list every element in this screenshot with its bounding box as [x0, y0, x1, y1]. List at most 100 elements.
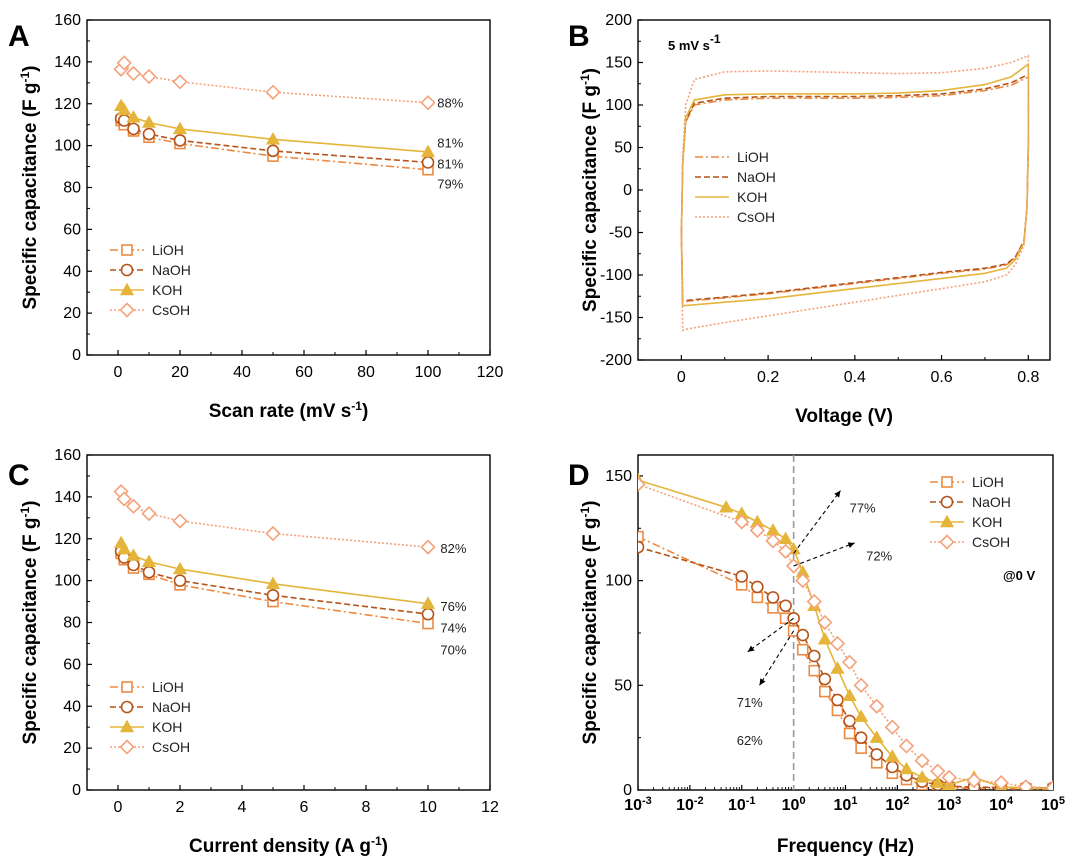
annotation-arrow — [747, 617, 794, 653]
legend-label-lioh: LiOH — [737, 149, 769, 165]
y-tick-label: 140 — [54, 489, 81, 506]
retention-label: 72% — [866, 549, 892, 564]
y-tick-label: 20 — [63, 740, 81, 757]
annotation-arrow — [793, 542, 855, 567]
x-tick-label: 4 — [238, 799, 247, 816]
data-point-csoh — [265, 525, 281, 542]
x-tick-label: 10-1 — [728, 795, 756, 814]
y-tick-label: 160 — [54, 12, 81, 29]
data-point-csoh — [795, 572, 811, 589]
data-point-csoh — [420, 95, 436, 111]
data-point-csoh — [141, 68, 157, 85]
x-tick-label: 6 — [300, 799, 309, 816]
data-point-naoh — [870, 748, 884, 761]
data-point-naoh — [266, 144, 280, 158]
data-point-koh — [869, 730, 884, 743]
y-tick-label: 0 — [623, 782, 632, 799]
legend-marker-lioh — [941, 476, 953, 488]
data-point-naoh — [142, 565, 156, 579]
data-point-koh — [265, 132, 281, 145]
arrow-head — [759, 678, 766, 686]
retention-label: 82% — [440, 541, 466, 556]
data-point-lioh — [638, 530, 644, 543]
y-tick-label: 0 — [72, 782, 81, 799]
data-point-csoh — [829, 635, 846, 652]
data-point-naoh — [831, 693, 844, 707]
y-tick-label: 100 — [54, 138, 81, 155]
legend-label-koh: KOH — [737, 189, 767, 205]
x-axis-title: Frequency (Hz) — [777, 836, 914, 857]
data-point-lioh — [819, 685, 831, 698]
data-point-csoh — [869, 698, 885, 714]
data-point-csoh — [941, 769, 957, 786]
data-point-csoh — [914, 753, 930, 769]
y-tick-label: 50 — [614, 140, 632, 157]
legend-label-naoh: NaOH — [972, 494, 1011, 510]
x-tick-label: 10-2 — [676, 795, 704, 814]
data-point-koh — [842, 688, 857, 701]
data-point-lioh — [831, 704, 844, 717]
data-point-csoh — [172, 74, 188, 90]
data-point-lioh — [751, 591, 764, 604]
data-point-csoh — [141, 505, 157, 522]
panel-d-chart: D 0 50 100 150 10-3 10-2 10-1 100 101 102 103 104 105… — [568, 454, 1065, 857]
data-point-csoh — [930, 763, 946, 779]
data-point-lioh — [843, 727, 856, 740]
data-point-naoh — [421, 156, 435, 169]
panel-a-chart: A 0 20 40 60 80 100 120 140 160 0 20 40 60 80 100 120 Sca… — [8, 12, 503, 422]
data-point-koh — [915, 770, 930, 783]
y-axis-title: Specific capacitance (F g-1) — [18, 500, 41, 744]
data-point-naoh — [779, 599, 792, 613]
data-point-naoh — [127, 558, 140, 572]
y-tick-label: 140 — [54, 54, 81, 71]
legend-marker-csoh — [119, 739, 135, 755]
data-point-csoh — [817, 614, 833, 631]
data-point-lioh — [808, 664, 821, 677]
data-point-csoh — [777, 543, 794, 559]
y-tick-label: -200 — [600, 352, 632, 369]
retention-label: 88% — [437, 96, 463, 111]
x-axis-title: Current density (A g-1) — [189, 834, 388, 857]
legend-label-lioh: LiOH — [972, 474, 1004, 490]
data-point-lioh — [796, 643, 809, 656]
series-line-csoh — [638, 483, 1053, 789]
legend-marker-csoh — [119, 302, 135, 318]
panel-label: D — [568, 459, 590, 492]
data-point-csoh — [734, 514, 750, 530]
panel-c-chart: C 0 20 40 60 80 100 120 140 160 0 2 4 6 8 10 12 Current d… — [8, 447, 499, 857]
y-tick-label: 20 — [63, 305, 81, 322]
data-point-csoh — [993, 775, 1009, 790]
y-tick-label: 40 — [63, 698, 81, 715]
y-tick-label: 0 — [623, 182, 632, 199]
data-point-csoh — [116, 491, 132, 507]
y-tick-label: -100 — [600, 267, 632, 284]
legend-marker-naoh — [120, 700, 134, 714]
x-axis-title: Scan rate (mV s-1) — [209, 399, 369, 422]
data-point-lioh — [767, 602, 779, 614]
x-tick-label: 105 — [1041, 795, 1065, 814]
x-tick-label: 12 — [481, 799, 499, 816]
data-point-koh — [141, 115, 157, 128]
data-point-csoh — [765, 533, 781, 549]
data-point-naoh — [886, 760, 899, 774]
data-point-csoh — [420, 539, 436, 555]
data-point-koh — [885, 749, 900, 762]
data-point-csoh — [1045, 780, 1053, 790]
data-point-csoh — [884, 719, 900, 735]
data-point-naoh — [796, 628, 810, 642]
legend-marker-koh — [119, 719, 135, 733]
legend-label-naoh: NaOH — [152, 699, 191, 715]
data-point-naoh — [421, 607, 435, 621]
y-tick-label: 200 — [605, 12, 632, 29]
y-axis-title: Specific capacitance (F g-1) — [578, 68, 601, 312]
x-tick-label: 8 — [362, 799, 371, 816]
legend-label-koh: KOH — [972, 514, 1002, 530]
legend-marker-koh — [939, 514, 955, 528]
series-line-lioh — [638, 535, 1053, 790]
legend-marker-koh — [119, 282, 135, 296]
arrow-head — [847, 542, 855, 549]
y-tick-label: 0 — [72, 347, 81, 364]
series-group — [113, 484, 436, 630]
legend-label-csoh: CsOH — [972, 534, 1010, 550]
data-point-naoh — [751, 580, 764, 594]
